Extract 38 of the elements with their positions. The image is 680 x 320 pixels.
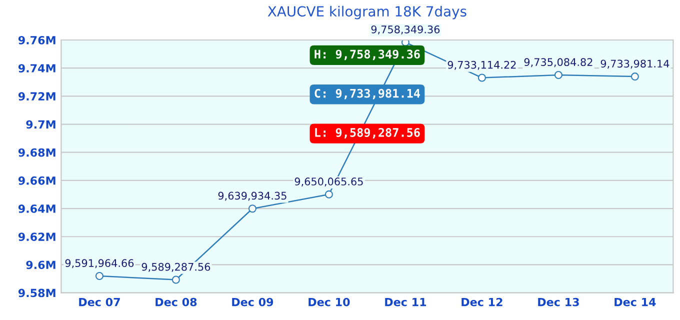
y-tick-label: 9.72M xyxy=(18,92,56,101)
x-tick-label: Dec 08 xyxy=(156,298,197,306)
point xyxy=(324,190,333,198)
point xyxy=(172,276,180,284)
x-tick-label: Dec 12 xyxy=(462,298,502,306)
data-label: 9,758,349.36 xyxy=(371,25,440,34)
annotation: C: 9,733,981.14 xyxy=(314,88,420,100)
y-tick-label: 9.68M xyxy=(18,148,56,157)
data-label: 9,650,065.65 xyxy=(294,178,363,186)
y-tick-label: 9.66M xyxy=(18,176,56,185)
y-tick-label: 9.62M xyxy=(18,232,56,241)
y-tick-label: 9.74M xyxy=(18,64,56,72)
data-label: 9,735,084.82 xyxy=(524,58,592,68)
x-tick-label: Dec 09 xyxy=(232,298,274,306)
x-tick-label: Dec 10 xyxy=(308,298,350,306)
data-label: 9,733,981.14 xyxy=(600,60,670,69)
x-tick-label: Dec 13 xyxy=(538,298,579,306)
data-label: 9,733,114.22 xyxy=(448,60,516,70)
chart-title: XAUCVE kilogram 18K 7days xyxy=(268,6,466,20)
y-tick-label: 9.6M xyxy=(26,260,56,270)
data-label: 9,591,964.66 xyxy=(65,259,134,268)
x-tick-label: Dec 11 xyxy=(385,298,426,306)
y-tick-label: 9.76M xyxy=(18,36,56,44)
y-tick-label: 9.58M xyxy=(18,288,56,298)
annotation: H: 9,758,349.36 xyxy=(314,50,420,60)
point xyxy=(554,71,562,79)
x-tick-label: Dec 07 xyxy=(79,298,120,306)
data-label: 9,589,287.56 xyxy=(142,262,210,272)
data-label: 9,639,934.35 xyxy=(218,192,286,201)
y-tick-label: 9.64M xyxy=(18,204,56,213)
point xyxy=(95,272,104,280)
point xyxy=(248,204,256,213)
point xyxy=(630,72,639,81)
point xyxy=(478,74,486,82)
annotation: L: 9,589,287.56 xyxy=(315,128,420,138)
x-tick-label: Dec 14 xyxy=(614,298,656,306)
y-tick-label: 9.7M xyxy=(26,120,56,129)
point xyxy=(401,40,410,46)
